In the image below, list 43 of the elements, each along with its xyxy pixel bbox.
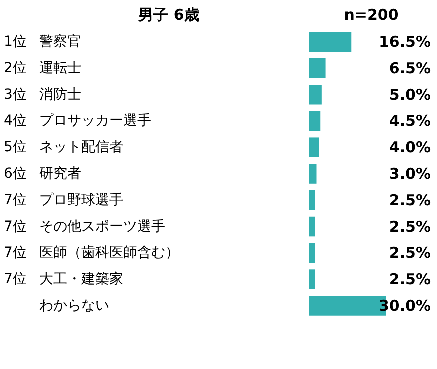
bar [309,216,316,237]
bar [309,58,326,78]
bar [309,111,321,132]
y-tick-label: プロサッカー選手 [40,113,152,130]
y-tick-label: 研究者 [40,166,82,182]
chart-subtitle: n=200 [344,6,399,24]
data-label: 2.5% [389,218,431,236]
bar [309,84,322,105]
data-label: 4.0% [389,138,431,157]
y-tick-label: 消防士 [40,86,82,103]
text: 5位 [4,140,27,156]
bar [309,32,352,52]
y-tick-label: 運転士 [40,60,82,76]
bar [309,270,316,290]
bar [309,190,316,210]
text: 7位 [4,245,27,262]
y-tick-label: 警察官 [40,34,82,50]
data-label: 5.0% [389,86,431,104]
text: 6位 [4,166,27,182]
text: 7位 [4,272,27,288]
data-label: 4.5% [389,112,431,130]
bar [309,138,320,158]
data-label: 3.0% [389,165,431,183]
data-label: 2.5% [389,191,431,210]
y-tick-label: プロ野球選手 [40,192,124,208]
y-tick-label: 大工・建築家 [40,272,124,288]
bar [309,164,317,184]
y-tick-label: わからない [40,298,110,314]
text: 7位 [4,218,27,235]
y-tick-label: その他スポーツ選手 [40,218,166,235]
text: 4位 [4,113,27,130]
text: 2位 [4,60,27,76]
data-label: 16.5% [378,33,431,52]
text: 7位 [4,192,27,208]
text: 男子 6歳 [138,6,200,24]
bar [309,243,316,264]
text: 1位 [4,34,27,50]
text: 3位 [4,86,27,103]
y-tick-label: 医師（歯科医師含む） [40,245,180,262]
data-label: 2.5% [389,270,431,289]
y-tick-label: ネット配信者 [40,140,124,156]
data-label: 6.5% [389,59,431,78]
data-label: 2.5% [389,244,431,262]
